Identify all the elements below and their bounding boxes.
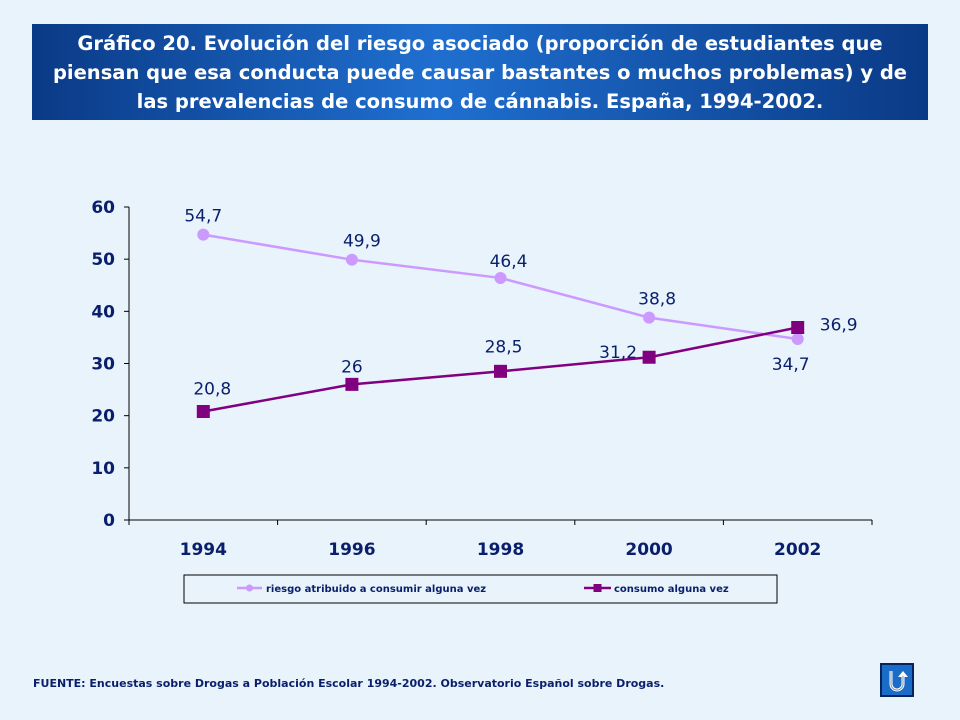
legend-marker-consumo — [593, 584, 602, 592]
legend-label-consumo: consumo alguna vez — [614, 584, 729, 595]
consumo-data-label: 28,5 — [485, 337, 523, 357]
riesgo-data-label: 46,4 — [490, 252, 528, 272]
riesgo-point — [345, 253, 358, 266]
y-tick-label: 0 — [103, 511, 115, 531]
x-tick-label: 2002 — [774, 540, 821, 560]
y-tick-label: 40 — [91, 302, 115, 322]
consumo-data-label: 31,2 — [599, 343, 637, 363]
chart-title-banner: Gráfico 20. Evolución del riesgo asociad… — [32, 24, 928, 120]
riesgo-point — [494, 271, 507, 284]
x-tick-label: 1996 — [328, 540, 375, 560]
y-tick-label: 10 — [91, 459, 115, 479]
return-button[interactable] — [880, 663, 914, 697]
consumo-point — [642, 350, 656, 364]
source-note: FUENTE: Encuestas sobre Drogas a Poblaci… — [33, 677, 665, 690]
legend-marker-riesgo — [246, 584, 253, 592]
x-tick-label: 1994 — [180, 540, 227, 560]
x-tick-label: 2000 — [625, 540, 672, 560]
consumo-data-label: 36,9 — [820, 316, 858, 336]
consumo-point — [791, 321, 805, 335]
consumo-data-label: 26 — [341, 357, 363, 377]
riesgo-data-label: 49,9 — [343, 232, 381, 252]
chart-title: Gráfico 20. Evolución del riesgo asociad… — [52, 31, 908, 113]
y-tick-label: 60 — [91, 198, 115, 218]
consumo-data-label: 20,8 — [193, 379, 231, 399]
return-arrow-icon — [889, 671, 908, 692]
x-tick-label: 1998 — [477, 540, 524, 560]
riesgo-data-label: 38,8 — [638, 290, 676, 310]
consumo-point — [494, 364, 507, 378]
consumo-point — [345, 377, 359, 391]
y-tick-label: 30 — [91, 355, 115, 375]
consumo-point — [196, 404, 210, 418]
riesgo-point — [643, 311, 656, 324]
legend-box — [183, 574, 778, 604]
y-tick-label: 50 — [91, 250, 115, 270]
riesgo-point — [791, 332, 804, 345]
riesgo-data-label: 54,7 — [184, 207, 222, 227]
riesgo-point — [197, 228, 210, 241]
series-line-riesgo — [203, 233, 798, 341]
y-tick-label: 20 — [91, 407, 115, 427]
legend-label-riesgo: riesgo atribuido a consumir alguna vez — [266, 584, 486, 595]
riesgo-data-label: 34,7 — [772, 355, 810, 375]
